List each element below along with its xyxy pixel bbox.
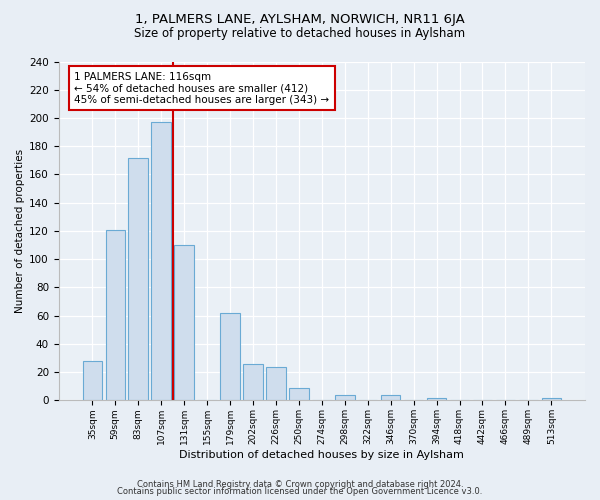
Bar [83,361,102,401]
Bar [106,230,125,400]
Bar [266,366,286,400]
Text: 1, PALMERS LANE, AYLSHAM, NORWICH, NR11 6JA: 1, PALMERS LANE, AYLSHAM, NORWICH, NR11 … [135,12,465,26]
Bar [243,364,263,401]
Bar [220,313,240,400]
Text: Size of property relative to detached houses in Aylsham: Size of property relative to detached ho… [134,28,466,40]
Bar [335,395,355,400]
Text: Contains public sector information licensed under the Open Government Licence v3: Contains public sector information licen… [118,487,482,496]
Text: Contains HM Land Registry data © Crown copyright and database right 2024.: Contains HM Land Registry data © Crown c… [137,480,463,489]
X-axis label: Distribution of detached houses by size in Aylsham: Distribution of detached houses by size … [179,450,464,460]
Y-axis label: Number of detached properties: Number of detached properties [15,149,25,313]
Bar [151,122,171,400]
Bar [128,158,148,400]
Text: 1 PALMERS LANE: 116sqm
← 54% of detached houses are smaller (412)
45% of semi-de: 1 PALMERS LANE: 116sqm ← 54% of detached… [74,72,329,105]
Bar [542,398,561,400]
Bar [381,395,400,400]
Bar [427,398,446,400]
Bar [289,388,308,400]
Bar [175,245,194,400]
